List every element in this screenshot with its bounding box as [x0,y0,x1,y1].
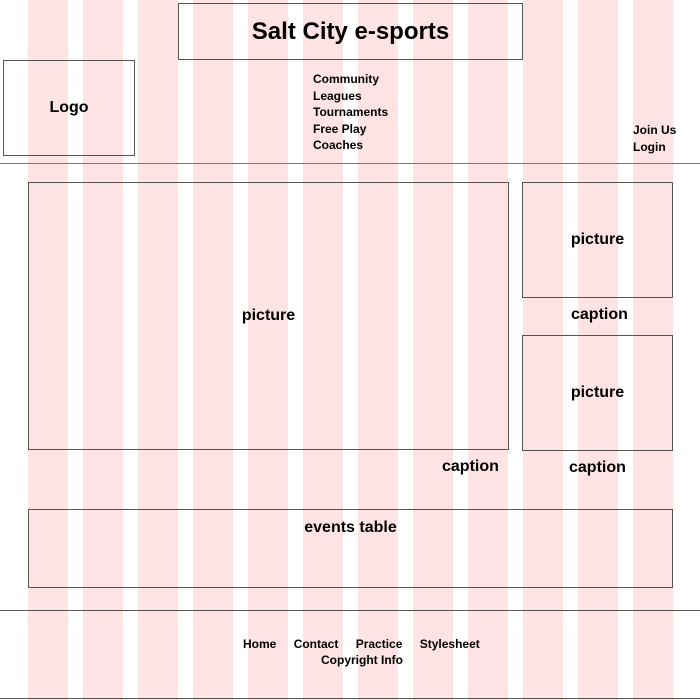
logo-label: Logo [49,99,89,116]
events-table-label: events table [304,519,397,536]
grid-column [633,0,673,700]
nav-item-coaches[interactable]: Coaches [313,138,364,152]
grid-column [523,0,563,700]
footer-link-contact[interactable]: Contact [293,637,339,651]
footer: Home Contact Practice Stylesheet Copyrig… [0,610,700,699]
hero-picture: picture [28,182,509,450]
grid-column [358,0,398,700]
site-title-box: Salt City e-sports [178,3,523,60]
grid-column [83,0,123,700]
grid-column [413,0,453,700]
nav-item-leagues[interactable]: Leagues [313,88,362,103]
nav-item-tournaments[interactable]: Tournaments [313,105,389,119]
account-links: Join Us Login [633,122,676,155]
side-caption-1: caption [571,306,628,323]
side-caption-2: caption [569,459,626,476]
copyright-info[interactable]: Copyright Info [321,653,403,667]
site-title: Salt City e-sports [251,17,450,45]
nav-item-community[interactable]: Community [313,72,379,86]
grid-column [138,0,178,700]
join-us-link[interactable]: Join Us [633,123,677,137]
logo-box[interactable]: Logo [3,60,135,156]
grid-column [248,0,288,700]
nav-item-free-play[interactable]: Free Play [313,121,367,136]
footer-nav: Home Contact Practice Stylesheet [243,637,494,651]
side-picture-2-label: picture [570,384,625,401]
grid-column [193,0,233,700]
footer-link-practice[interactable]: Practice [355,637,403,651]
side-picture-1: picture [522,182,673,298]
header-divider [0,163,700,164]
side-picture-2: picture [522,335,673,451]
login-link[interactable]: Login [633,139,666,154]
footer-link-home[interactable]: Home [243,637,277,651]
grid-column [578,0,618,700]
grid-column [28,0,68,700]
main-nav: Community Leagues Tournaments Free Play … [313,71,388,154]
footer-link-stylesheet[interactable]: Stylesheet [419,637,480,651]
events-table: events table [28,509,673,588]
grid-column [303,0,343,700]
hero-caption: caption [442,458,499,475]
grid-column [468,0,508,700]
side-picture-1-label: picture [570,231,625,248]
hero-picture-label: picture [241,307,296,324]
